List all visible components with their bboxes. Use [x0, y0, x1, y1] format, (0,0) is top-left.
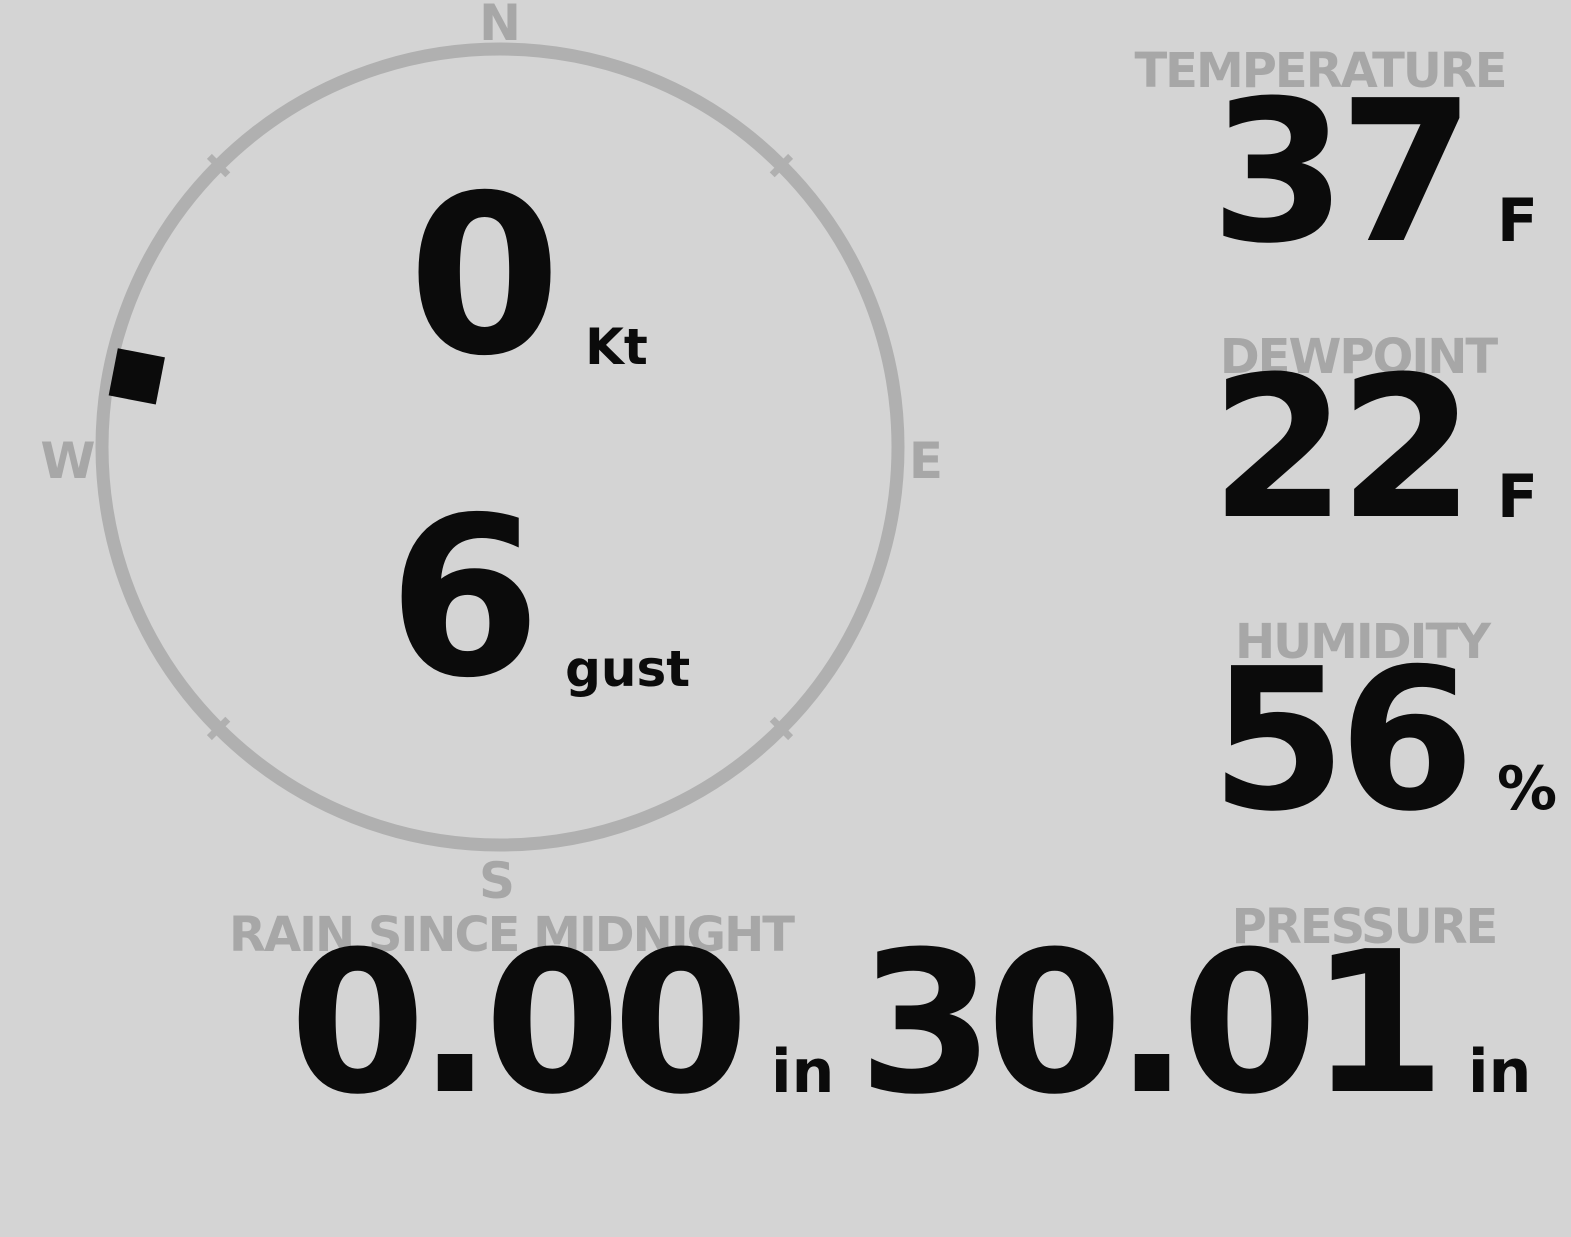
wind-compass: N E S W [40, 0, 943, 910]
pressure-reading: 30.01 in [858, 910, 1531, 1138]
wind-speed-unit: Kt [585, 318, 648, 376]
compass-ring [95, 42, 905, 852]
wind-speed-value: 0 [408, 148, 562, 404]
tick-sw-icon [206, 716, 231, 741]
humidity-reading: 56 % [1210, 627, 1557, 855]
humidity-unit: % [1497, 754, 1558, 824]
pressure-value: 30.01 [858, 910, 1446, 1138]
rain-reading: 0.00 in [289, 910, 834, 1138]
dewpoint-label: DEWPOINT [1219, 329, 1498, 385]
compass-ticks [206, 153, 794, 741]
humidity-label: HUMIDITY [1235, 614, 1491, 670]
pressure-unit: in [1468, 1037, 1532, 1107]
temperature-reading: 37 F [1210, 59, 1538, 287]
wind-direction-marker [108, 348, 165, 405]
cardinal-south: S [479, 852, 515, 910]
wind-gust-unit: gust [565, 640, 691, 698]
wind-gust-value: 6 [388, 470, 542, 726]
cardinal-east: E [909, 432, 943, 490]
humidity-value: 56 [1210, 627, 1475, 855]
temperature-label: TEMPERATURE [1134, 43, 1507, 99]
rain-value: 0.00 [289, 910, 749, 1138]
dewpoint-value: 22 [1210, 335, 1475, 563]
wind-gust-reading: 6 gust [388, 470, 690, 726]
temperature-value: 37 [1210, 59, 1475, 287]
dewpoint-reading: 22 F [1210, 335, 1538, 563]
cardinal-north: N [479, 0, 521, 52]
tick-ne-icon [769, 153, 794, 178]
dewpoint-unit: F [1497, 462, 1538, 532]
temperature-unit: F [1497, 186, 1538, 256]
cardinal-west: W [40, 432, 95, 490]
rain-unit: in [771, 1037, 835, 1107]
pressure-label: PRESSURE [1231, 899, 1499, 955]
tick-se-icon [769, 716, 794, 741]
tick-nw-icon [206, 153, 231, 178]
wind-speed-reading: 0 Kt [408, 148, 648, 404]
rain-label: RAIN SINCE MIDNIGHT [229, 907, 795, 963]
